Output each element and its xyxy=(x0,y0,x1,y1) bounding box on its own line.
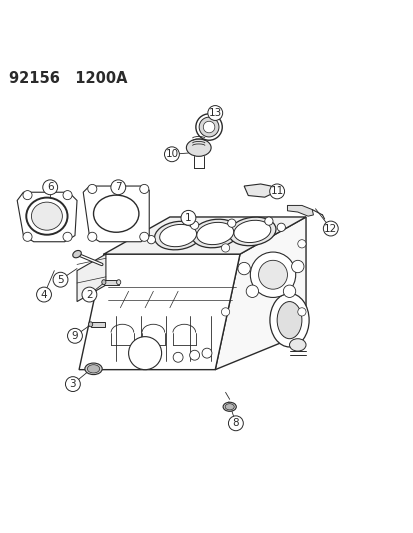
Circle shape xyxy=(202,348,211,358)
Ellipse shape xyxy=(223,402,236,411)
Text: 12: 12 xyxy=(323,223,337,233)
Circle shape xyxy=(23,232,32,241)
Circle shape xyxy=(195,114,222,140)
Circle shape xyxy=(140,232,148,241)
Ellipse shape xyxy=(87,365,100,373)
Circle shape xyxy=(237,262,250,274)
Circle shape xyxy=(246,285,258,297)
Polygon shape xyxy=(244,184,274,197)
Circle shape xyxy=(297,240,305,248)
Circle shape xyxy=(282,285,295,297)
Circle shape xyxy=(258,260,287,289)
Text: 2: 2 xyxy=(86,289,93,300)
Circle shape xyxy=(276,223,285,231)
Circle shape xyxy=(228,416,243,431)
Ellipse shape xyxy=(196,222,233,245)
Text: 6: 6 xyxy=(47,182,53,192)
Circle shape xyxy=(199,117,218,137)
Circle shape xyxy=(36,287,51,302)
Text: 92156   1200A: 92156 1200A xyxy=(9,70,127,85)
Circle shape xyxy=(221,244,229,252)
Ellipse shape xyxy=(116,280,121,285)
Text: 9: 9 xyxy=(71,331,78,341)
Circle shape xyxy=(269,184,284,199)
Text: 7: 7 xyxy=(115,182,121,192)
Circle shape xyxy=(264,217,272,225)
Text: 3: 3 xyxy=(69,379,76,389)
Ellipse shape xyxy=(186,139,211,156)
Circle shape xyxy=(189,350,199,360)
Circle shape xyxy=(88,232,97,241)
Circle shape xyxy=(23,191,32,200)
Ellipse shape xyxy=(159,224,196,247)
Circle shape xyxy=(88,184,97,193)
Polygon shape xyxy=(104,217,305,254)
Ellipse shape xyxy=(191,219,238,248)
Circle shape xyxy=(140,184,148,193)
Ellipse shape xyxy=(73,251,81,258)
Ellipse shape xyxy=(85,363,102,375)
Ellipse shape xyxy=(154,221,201,250)
Circle shape xyxy=(164,147,179,161)
Circle shape xyxy=(297,308,305,316)
Circle shape xyxy=(250,252,295,297)
Polygon shape xyxy=(17,192,77,242)
Ellipse shape xyxy=(31,202,62,230)
Circle shape xyxy=(43,180,57,195)
Circle shape xyxy=(67,328,82,343)
Circle shape xyxy=(128,337,161,370)
Circle shape xyxy=(173,352,183,362)
Circle shape xyxy=(221,308,229,316)
Circle shape xyxy=(227,219,235,227)
Circle shape xyxy=(323,221,337,236)
Circle shape xyxy=(111,180,126,195)
Polygon shape xyxy=(77,254,106,302)
Circle shape xyxy=(63,232,72,241)
Ellipse shape xyxy=(225,403,234,410)
Circle shape xyxy=(190,221,198,229)
Polygon shape xyxy=(104,280,119,285)
Ellipse shape xyxy=(88,322,93,327)
Ellipse shape xyxy=(276,302,301,338)
Circle shape xyxy=(53,272,68,287)
Circle shape xyxy=(63,191,72,200)
Text: 13: 13 xyxy=(208,108,221,118)
Circle shape xyxy=(291,260,303,273)
Polygon shape xyxy=(287,205,313,216)
Text: 10: 10 xyxy=(165,149,178,159)
Text: 5: 5 xyxy=(57,274,64,285)
Text: 8: 8 xyxy=(232,418,239,429)
Circle shape xyxy=(147,236,155,244)
Text: 11: 11 xyxy=(270,187,283,196)
Polygon shape xyxy=(79,254,240,370)
Circle shape xyxy=(203,122,214,133)
Ellipse shape xyxy=(289,338,305,351)
Polygon shape xyxy=(90,322,104,327)
Ellipse shape xyxy=(233,220,270,243)
Text: 1: 1 xyxy=(185,213,191,223)
Ellipse shape xyxy=(93,195,139,232)
Polygon shape xyxy=(83,186,149,242)
Ellipse shape xyxy=(26,198,67,235)
Ellipse shape xyxy=(269,293,309,347)
Circle shape xyxy=(180,211,195,225)
Text: 4: 4 xyxy=(40,289,47,300)
Polygon shape xyxy=(215,217,305,370)
Ellipse shape xyxy=(228,217,275,246)
Circle shape xyxy=(207,106,222,120)
Ellipse shape xyxy=(102,280,106,285)
Circle shape xyxy=(65,377,80,392)
Circle shape xyxy=(82,287,97,302)
